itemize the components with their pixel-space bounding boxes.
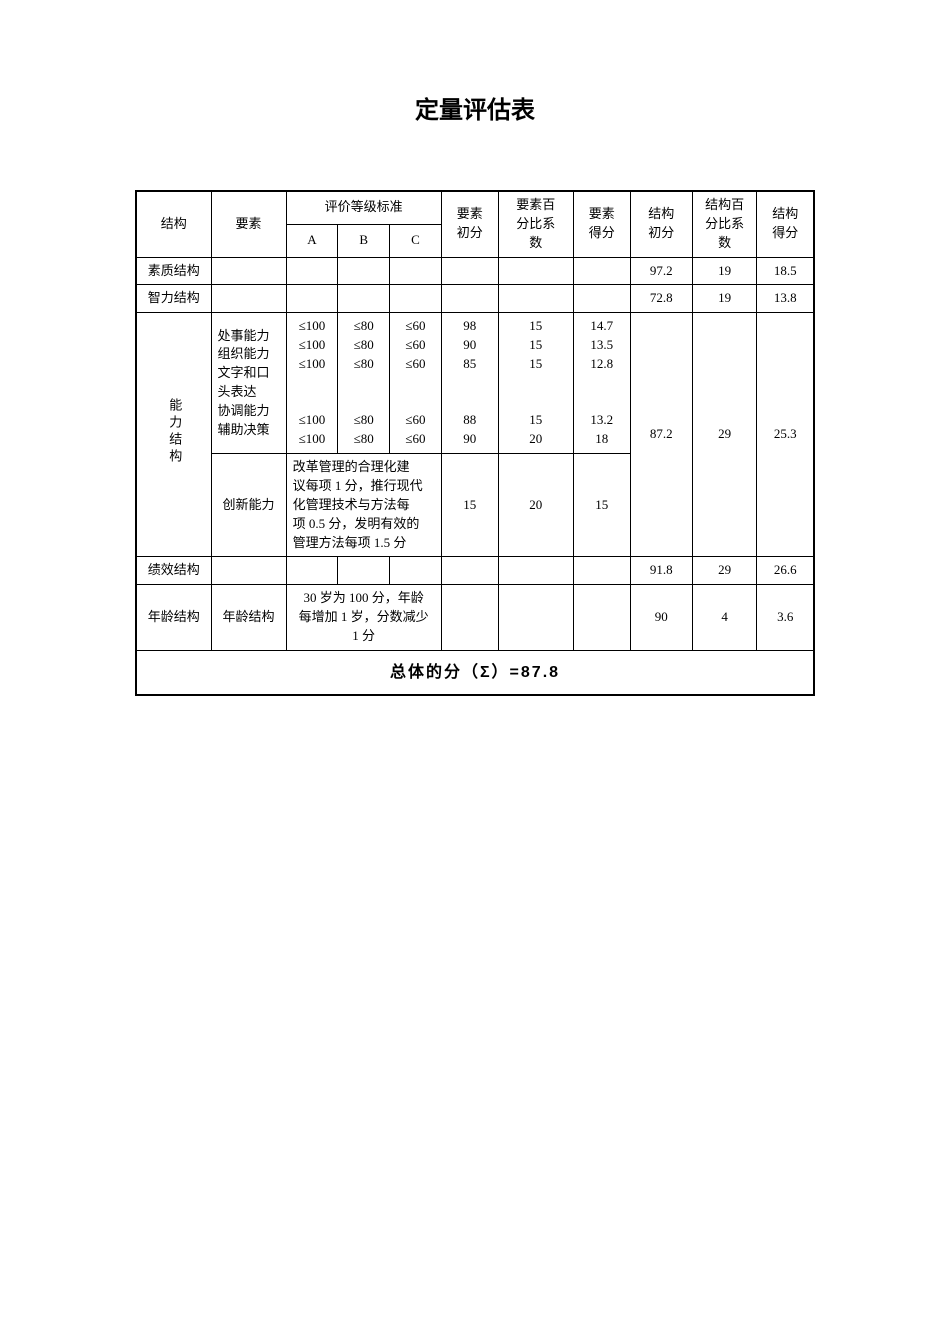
cell-empty [390,285,442,313]
cell-age-ratio: 4 [692,585,757,651]
cell-intellect-score: 13.8 [757,285,814,313]
cell-total: 总体的分（Σ）=87.8 [136,650,814,695]
cell-empty [211,557,286,585]
cell-quality-score: 18.5 [757,257,814,285]
row-performance: 绩效结构 91.8 29 26.6 [136,557,814,585]
cell-empty [441,257,498,285]
cell-innovation-ratio: 20 [498,454,573,557]
cell-empty [338,557,390,585]
hdr-element-ratio: 要素百 分比系 数 [498,191,573,257]
cell-ability-ratio: 15 15 15 15 20 [498,313,573,454]
cell-empty [573,285,630,313]
cell-empty [211,257,286,285]
cell-performance-score: 26.6 [757,557,814,585]
cell-empty [573,257,630,285]
cell-empty [573,585,630,651]
cell-empty [573,557,630,585]
page-title: 定量评估表 [135,90,815,125]
cell-age-score: 3.6 [757,585,814,651]
hdr-element-score: 要素 得分 [573,191,630,257]
cell-empty [338,285,390,313]
cell-ability-a: ≤100 ≤100 ≤100 ≤100 ≤100 [286,313,338,454]
row-quality: 素质结构 97.2 19 18.5 [136,257,814,285]
cell-empty [286,557,338,585]
cell-intellect-init: 72.8 [630,285,692,313]
cell-ability-score: 14.7 13.5 12.8 13.2 18 [573,313,630,454]
hdr-struct-initial: 结构 初分 [630,191,692,257]
cell-empty [338,257,390,285]
cell-performance-init: 91.8 [630,557,692,585]
cell-quality-label: 素质结构 [136,257,211,285]
cell-ability-b: ≤80 ≤80 ≤80 ≤80 ≤80 [338,313,390,454]
hdr-struct-score: 结构 得分 [757,191,814,257]
cell-empty [211,285,286,313]
hdr-grade-c: C [390,224,442,257]
cell-empty [390,557,442,585]
cell-intellect-label: 智力结构 [136,285,211,313]
cell-quality-ratio: 19 [692,257,757,285]
cell-innovation-label: 创新能力 [211,454,286,557]
hdr-element-initial: 要素 初分 [441,191,498,257]
hdr-grade-std: 评价等级标准 [286,191,441,224]
cell-empty [441,557,498,585]
cell-innovation-std: 改革管理的合理化建 议每项 1 分，推行现代 化管理技术与方法每 项 0.5 分… [286,454,441,557]
row-age: 年龄结构 年龄结构 30 岁为 100 分，年龄 每增加 1 岁，分数减少 1 … [136,585,814,651]
cell-age-std: 30 岁为 100 分，年龄 每增加 1 岁，分数减少 1 分 [286,585,441,651]
cell-ability-initial: 98 90 85 88 90 [441,313,498,454]
cell-empty [286,285,338,313]
cell-age-element: 年龄结构 [211,585,286,651]
hdr-struct-ratio: 结构百 分比系 数 [692,191,757,257]
cell-performance-label: 绩效结构 [136,557,211,585]
hdr-structure: 结构 [136,191,211,257]
cell-innovation-initial: 15 [441,454,498,557]
row-intellect: 智力结构 72.8 19 13.8 [136,285,814,313]
hdr-element: 要素 [211,191,286,257]
cell-ability-c: ≤60 ≤60 ≤60 ≤60 ≤60 [390,313,442,454]
cell-ability-label: 能力结构 [136,313,211,557]
row-footer: 总体的分（Σ）=87.8 [136,650,814,695]
cell-intellect-ratio: 19 [692,285,757,313]
cell-empty [498,285,573,313]
cell-empty [390,257,442,285]
cell-empty [498,557,573,585]
evaluation-table: 结构 要素 评价等级标准 要素 初分 要素百 分比系 数 要素 得分 结构 初分… [135,190,815,696]
cell-ability-struct-score: 25.3 [757,313,814,557]
cell-ability-struct-ratio: 29 [692,313,757,557]
cell-empty [498,257,573,285]
cell-quality-init: 97.2 [630,257,692,285]
cell-empty [441,285,498,313]
cell-age-label: 年龄结构 [136,585,211,651]
cell-age-init: 90 [630,585,692,651]
row-ability-main: 能力结构 处事能力 组织能力 文字和口 头表达 协调能力 辅助决策 ≤100 ≤… [136,313,814,454]
ability-label-text: 能力结构 [164,398,183,466]
cell-ability-struct-init: 87.2 [630,313,692,557]
cell-innovation-score: 15 [573,454,630,557]
cell-performance-ratio: 29 [692,557,757,585]
cell-ability-elements: 处事能力 组织能力 文字和口 头表达 协调能力 辅助决策 [211,313,286,454]
hdr-grade-a: A [286,224,338,257]
cell-empty [498,585,573,651]
hdr-grade-b: B [338,224,390,257]
header-row-1: 结构 要素 评价等级标准 要素 初分 要素百 分比系 数 要素 得分 结构 初分… [136,191,814,224]
cell-empty [286,257,338,285]
cell-empty [441,585,498,651]
